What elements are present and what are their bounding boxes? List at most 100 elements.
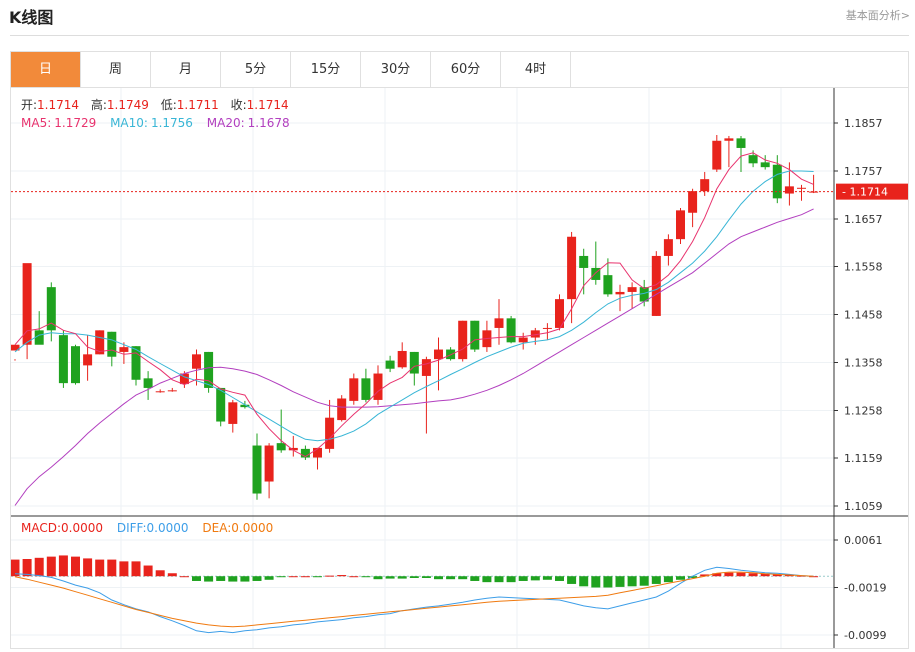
macd-label: MACD:	[21, 521, 61, 535]
macd-bar	[361, 576, 371, 578]
macd-bar	[240, 576, 250, 582]
candle-body	[119, 347, 129, 352]
macd-bar	[470, 576, 480, 581]
candle-body	[192, 354, 201, 369]
tab-day[interactable]: 日	[11, 52, 81, 87]
candle-body	[627, 287, 637, 292]
macd-bar	[264, 576, 274, 580]
macd-bar	[95, 559, 105, 577]
ma20-label: MA20:	[207, 116, 245, 130]
candle-body	[71, 346, 80, 384]
indicator-lines	[11, 152, 834, 634]
candle-body	[591, 267, 601, 280]
tab-4hour[interactable]: 4时	[501, 52, 571, 87]
macd-value: 0.0000	[61, 521, 103, 535]
macd-bar	[700, 574, 710, 577]
kline-chart[interactable]: 1.1857 1.1757 1.1657 1.1558 1.1458 1.1358 1.12…	[10, 88, 908, 648]
macd-bar	[615, 576, 625, 587]
macd-bar	[276, 576, 286, 578]
candle-body	[349, 378, 359, 401]
candle-body	[506, 318, 516, 343]
macd-bar	[131, 561, 141, 577]
macd-bar	[337, 575, 347, 577]
candle-body	[325, 417, 335, 449]
candle-body	[724, 138, 734, 141]
candle-body	[46, 287, 56, 331]
macd-bar	[627, 576, 637, 587]
price-tick-label: 1.1757	[844, 165, 883, 178]
macd-bar	[192, 576, 201, 581]
candle-body	[83, 354, 93, 366]
price-tick-label: 1.1857	[844, 117, 883, 130]
candle-body	[240, 404, 250, 408]
close-value: 1.1714	[247, 98, 289, 112]
candle-body	[458, 320, 468, 360]
macd-bar	[809, 576, 819, 578]
candle-body	[434, 349, 443, 360]
macd-bar	[83, 558, 93, 577]
macd-bar	[748, 573, 758, 577]
candle-body	[58, 335, 68, 384]
candle-body	[313, 447, 322, 458]
candle-body	[179, 373, 189, 385]
candle-body	[603, 275, 613, 295]
candle-body	[615, 291, 625, 295]
macd-bar	[179, 576, 189, 578]
tab-week[interactable]: 周	[81, 52, 151, 87]
macd-bar	[155, 570, 165, 577]
macd-bar	[143, 565, 153, 577]
macd-bar	[482, 576, 492, 583]
macd-bar	[216, 576, 226, 581]
candle-body	[651, 255, 661, 316]
ma5-label: MA5:	[21, 116, 51, 130]
macd-bar	[409, 576, 419, 578]
macd-bar	[252, 576, 262, 581]
tab-60min[interactable]: 60分	[431, 52, 501, 87]
macd-bar	[434, 576, 443, 580]
candle-body	[131, 346, 141, 380]
candle-body	[228, 402, 238, 424]
candle-body	[167, 390, 177, 392]
macd-bar	[579, 576, 589, 587]
candle-body	[809, 191, 819, 193]
candle-body	[748, 155, 758, 164]
ma20-line	[14, 208, 814, 506]
price-tick-label: 1.1059	[844, 500, 883, 513]
candle-body	[216, 387, 226, 422]
price-tick-label: 1.1159	[844, 452, 883, 465]
diff-value: 0.0000	[147, 521, 189, 535]
tab-15min[interactable]: 15分	[291, 52, 361, 87]
macd-bar	[288, 576, 298, 578]
candle-body	[204, 351, 214, 388]
macd-bar	[228, 576, 238, 582]
candle-body	[252, 445, 262, 494]
macd-bar	[421, 576, 431, 578]
candle-body	[397, 350, 407, 368]
fundamental-analysis-link[interactable]: 基本面分析>	[845, 9, 910, 22]
ma5-value: 1.1729	[54, 116, 96, 130]
svg-text:MACD:0.0000 DIFF:0.0000: MACD:0.0000 DIFF:0.0000 DEA:0.0000	[21, 521, 273, 535]
macd-bar	[797, 575, 806, 577]
dea-line	[14, 571, 814, 628]
tab-30min[interactable]: 30分	[361, 52, 431, 87]
candle-body	[10, 344, 20, 351]
chart-container[interactable]: 1.1857 1.1757 1.1657 1.1558 1.1458 1.1358 1.12…	[10, 87, 909, 649]
macd-bar	[71, 556, 80, 577]
ma10-label: MA10:	[110, 116, 148, 130]
tab-5min[interactable]: 5分	[221, 52, 291, 87]
candle-body	[797, 187, 806, 189]
high-value: 1.1749	[107, 98, 149, 112]
macd-bar	[385, 576, 395, 579]
candle-body	[22, 263, 32, 345]
candle-body	[494, 318, 504, 328]
ma10-value: 1.1756	[151, 116, 193, 130]
candle-body	[530, 330, 540, 338]
candle-body	[470, 320, 480, 350]
dea-label: DEA:	[202, 521, 231, 535]
macd-tick-label: 0.0061	[844, 534, 883, 547]
macd-bar	[736, 572, 746, 577]
tab-month[interactable]: 月	[151, 52, 221, 87]
macd-bar	[58, 555, 68, 577]
macd-histogram	[10, 555, 819, 588]
candle-body	[337, 398, 347, 421]
